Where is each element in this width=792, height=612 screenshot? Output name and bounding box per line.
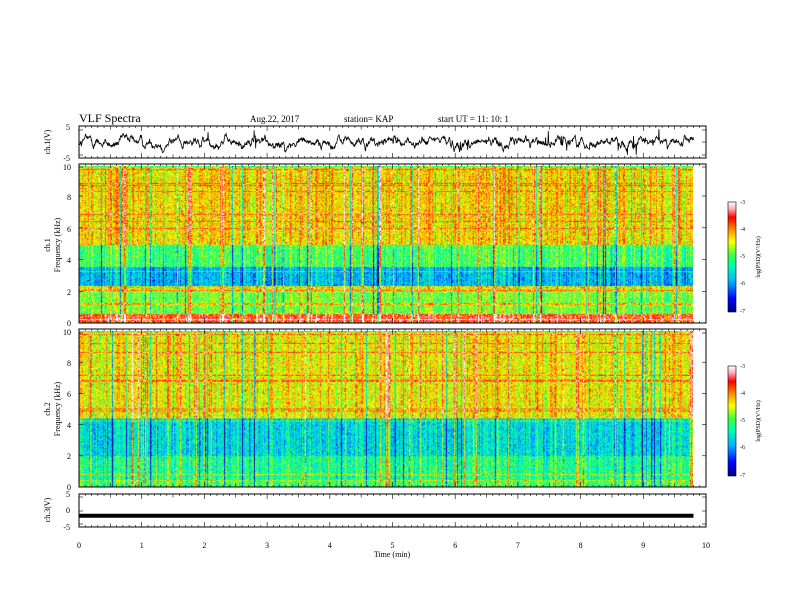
ch1-waveform-ticks — [78, 126, 707, 158]
ch3-ytick-neg5: -5 — [63, 523, 70, 532]
ch3-waveform-ylabel: ch.3(V) — [43, 497, 52, 522]
ch1-spectrogram-ticks — [78, 164, 707, 323]
x-tick-label: 3 — [265, 541, 269, 550]
ch2-spectrogram-ylabel-frequency: Frequency (kHz) — [53, 381, 62, 436]
ch2-colorbar-tick-neg4: -4 — [740, 391, 745, 397]
ch1-spectrogram-panel: 0 2 4 6 8 10 ch.1 Frequency (kHz) -3 -4 … — [43, 163, 762, 328]
ch1-spectrogram-ylabel-channel: ch.1 — [43, 238, 52, 252]
ch2-colorbar-label: log(PSD)(V²/Hz) — [755, 400, 762, 441]
station-label: station= KAP — [344, 114, 393, 124]
x-tick-label: 8 — [579, 541, 583, 550]
ch2-colorbar-tick-neg5: -5 — [740, 418, 745, 424]
ch1-ytick-0: 0 — [67, 319, 71, 328]
ch1-ytick-neg5: -5 — [63, 154, 70, 163]
ch1-ytick-6: 6 — [67, 225, 71, 234]
ch3-ytick-0: 0 — [66, 506, 70, 515]
x-tick-label: 0 — [77, 541, 81, 550]
ch1-ytick-4: 4 — [67, 256, 71, 265]
ch1-spectrogram-image — [79, 166, 693, 323]
ch2-spectrogram-panel: 0 2 4 6 8 10 ch.2 Frequency (kHz) -3 -4 … — [43, 328, 762, 492]
ch2-colorbar-tick-neg6: -6 — [740, 445, 745, 451]
ch1-ytick-8: 8 — [67, 193, 71, 202]
x-tick-label: 9 — [641, 541, 645, 550]
ch2-colorbar-tick-neg3: -3 — [740, 364, 745, 370]
ch1-colorbar-label: log(PSD)(V²/Hz) — [755, 236, 762, 277]
x-tick-label: 2 — [202, 541, 206, 550]
date-label: Aug.22, 2017 — [250, 114, 300, 124]
ch2-colorbar — [727, 365, 737, 477]
ch1-waveform-panel: 5 -5 ch.1(V) — [43, 123, 707, 163]
ch1-waveform-ylabel: ch.1(V) — [43, 129, 52, 154]
x-axis-tick-labels: 0 1 2 3 4 5 6 7 8 9 10 — [77, 541, 710, 550]
ch1-colorbar-tick-neg6: -6 — [740, 281, 745, 287]
ch1-colorbar-tick-neg3: -3 — [740, 200, 745, 206]
start-time-label: start UT = 11: 10: 1 — [438, 114, 509, 124]
ch2-ytick-6: 6 — [67, 390, 71, 399]
ch1-ytick-5: 5 — [66, 123, 70, 132]
ch1-ytick-10: 10 — [63, 163, 71, 172]
ch2-ytick-4: 4 — [67, 421, 71, 430]
ch3-waveform-frame — [78, 493, 707, 528]
figure-title: VLF Spectra — [79, 111, 141, 125]
ch2-ytick-0: 0 — [67, 483, 71, 492]
x-axis-label: Time (min) — [374, 550, 411, 559]
ch2-ytick-2: 2 — [67, 452, 71, 461]
x-tick-label: 1 — [140, 541, 144, 550]
ch1-ytick-2: 2 — [67, 288, 71, 297]
ch2-ytick-8: 8 — [67, 359, 71, 368]
ch2-spectrogram-ticks — [78, 329, 707, 487]
ch2-ytick-10: 10 — [63, 328, 71, 337]
x-tick-label: 4 — [328, 541, 332, 550]
ch2-spectrogram-image — [79, 331, 693, 487]
x-tick-label: 10 — [702, 541, 710, 550]
ch3-waveform-panel: 5 0 -5 ch.3(V) — [43, 490, 707, 532]
ch1-colorbar-tick-neg4: -4 — [740, 227, 745, 233]
ch1-colorbar-tick-neg5: -5 — [740, 254, 745, 260]
ch2-colorbar-tick-neg7: -7 — [740, 473, 745, 479]
ch3-waveform-ticks — [78, 494, 707, 527]
ch1-waveform-trace — [78, 129, 694, 155]
ch1-colorbar-tick-neg7: -7 — [740, 309, 745, 315]
ch1-spectrogram-ylabel-frequency: Frequency (kHz) — [53, 217, 62, 272]
ch3-ytick-5: 5 — [66, 490, 70, 499]
x-tick-label: 6 — [453, 541, 457, 550]
ch2-spectrogram-ylabel-channel: ch.2 — [43, 402, 52, 416]
x-tick-label: 5 — [391, 541, 395, 550]
ch1-colorbar — [727, 201, 737, 313]
x-tick-label: 7 — [516, 541, 520, 550]
